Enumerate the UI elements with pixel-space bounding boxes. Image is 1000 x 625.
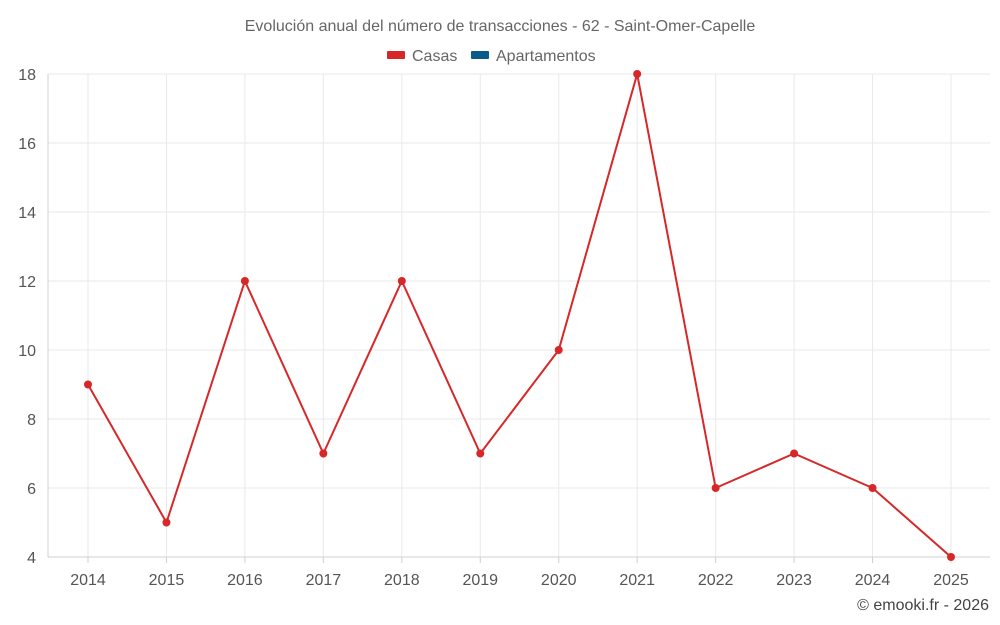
data-point-casas-2021[interactable] bbox=[633, 70, 642, 78]
data-point-casas-2014[interactable] bbox=[84, 380, 92, 389]
legend-label-casas: Casas bbox=[412, 48, 457, 65]
x-tick-label: 2015 bbox=[149, 572, 185, 589]
x-tick-label: 2025 bbox=[933, 572, 969, 589]
x-tick-label: 2018 bbox=[384, 572, 420, 589]
legend-item-apartamentos[interactable]: Apartamentos bbox=[471, 48, 596, 65]
x-tick-label: 2022 bbox=[698, 572, 734, 589]
series-line-casas bbox=[87, 73, 952, 558]
axes bbox=[47, 74, 990, 558]
y-tick-label: 14 bbox=[18, 205, 36, 222]
legend-swatch-casas bbox=[387, 51, 405, 59]
x-tick-label: 2016 bbox=[227, 572, 263, 589]
data-point-casas-2017[interactable] bbox=[319, 449, 328, 458]
y-tick-label: 6 bbox=[27, 481, 36, 498]
legend: Casas Apartamentos bbox=[387, 48, 596, 65]
legend-label-apartamentos: Apartamentos bbox=[496, 48, 596, 65]
x-tick-label: 2020 bbox=[541, 572, 577, 589]
data-point-casas-2016[interactable] bbox=[240, 277, 249, 285]
x-tick-label: 2019 bbox=[462, 572, 498, 589]
legend-item-casas[interactable]: Casas bbox=[387, 48, 457, 65]
credit-text: © emooki.fr - 2026 bbox=[857, 597, 989, 614]
data-point-casas-2022[interactable] bbox=[711, 484, 720, 492]
legend-swatch-apartamentos bbox=[471, 51, 489, 59]
y-tick-label: 16 bbox=[18, 136, 36, 153]
series-casas bbox=[84, 70, 955, 561]
y-tick-label: 8 bbox=[27, 412, 36, 429]
x-tick-label: 2021 bbox=[619, 572, 655, 589]
x-tick-label: 2017 bbox=[306, 572, 342, 589]
data-point-casas-2024[interactable] bbox=[868, 484, 877, 492]
y-tick-label: 12 bbox=[18, 274, 36, 291]
data-point-casas-2025[interactable] bbox=[947, 553, 955, 561]
data-point-casas-2018[interactable] bbox=[397, 277, 406, 285]
x-tick-label: 2023 bbox=[776, 572, 812, 589]
y-tick-label: 4 bbox=[27, 550, 36, 567]
x-tick-label: 2024 bbox=[855, 572, 891, 589]
grid bbox=[48, 73, 990, 557]
y-tick-label: 10 bbox=[18, 343, 36, 360]
data-point-casas-2019[interactable] bbox=[476, 449, 485, 458]
x-axis-ticks: 2014 2015 2016 2017 2018 2019 2020 2021 2022 2023… bbox=[70, 557, 969, 589]
data-point-casas-2020[interactable] bbox=[554, 346, 563, 354]
data-point-casas-2023[interactable] bbox=[790, 449, 799, 458]
y-axis-ticks: 4 6 8 10 12 14 16 18 bbox=[18, 67, 36, 567]
chart-title: Evolución anual del número de transaccio… bbox=[245, 18, 756, 35]
x-tick-label: 2014 bbox=[70, 572, 106, 589]
data-point-casas-2015[interactable] bbox=[162, 518, 171, 527]
y-tick-label: 18 bbox=[18, 67, 36, 84]
